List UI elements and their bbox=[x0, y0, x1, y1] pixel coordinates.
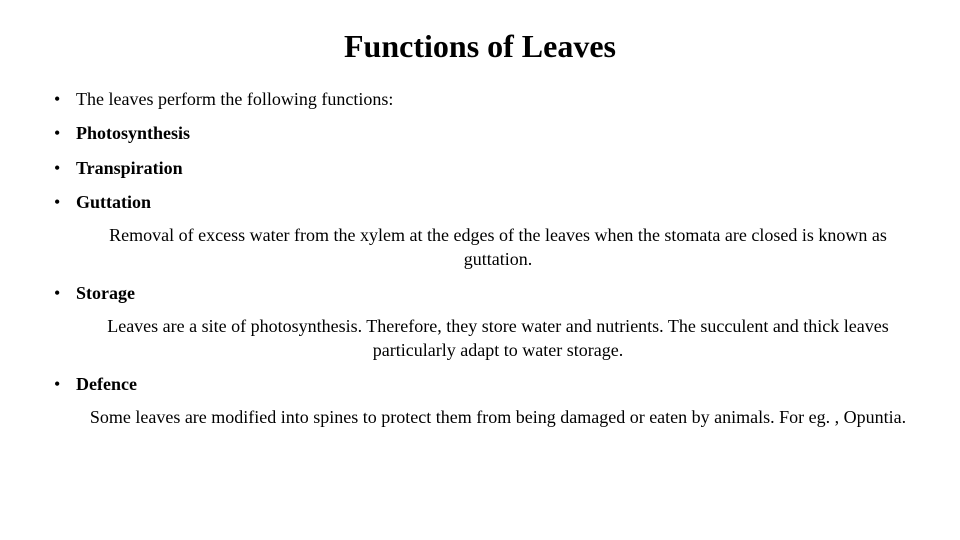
list-item-defence-desc: Some leaves are modified into spines to … bbox=[76, 406, 920, 429]
defence-description: Some leaves are modified into spines to … bbox=[76, 406, 920, 429]
storage-description: Leaves are a site of photosynthesis. The… bbox=[76, 315, 920, 362]
list-item-guttation-desc: Removal of excess water from the xylem a… bbox=[76, 224, 920, 271]
bullet-list: The leaves perform the following functio… bbox=[40, 87, 920, 430]
transpiration-label: Transpiration bbox=[76, 158, 183, 178]
list-item-intro: The leaves perform the following functio… bbox=[76, 87, 920, 111]
photosynthesis-label: Photosynthesis bbox=[76, 123, 190, 143]
intro-text: The leaves perform the following functio… bbox=[76, 89, 393, 109]
guttation-description: Removal of excess water from the xylem a… bbox=[76, 224, 920, 271]
storage-label: Storage bbox=[76, 283, 135, 303]
defence-label: Defence bbox=[76, 374, 137, 394]
list-item-defence: Defence bbox=[76, 372, 920, 396]
list-item-photosynthesis: Photosynthesis bbox=[76, 121, 920, 145]
list-item-guttation: Guttation bbox=[76, 190, 920, 214]
slide-title: Functions of Leaves bbox=[40, 28, 920, 65]
list-item-storage-desc: Leaves are a site of photosynthesis. The… bbox=[76, 315, 920, 362]
guttation-label: Guttation bbox=[76, 192, 151, 212]
slide: Functions of Leaves The leaves perform t… bbox=[0, 0, 960, 540]
list-item-storage: Storage bbox=[76, 281, 920, 305]
list-item-transpiration: Transpiration bbox=[76, 156, 920, 180]
